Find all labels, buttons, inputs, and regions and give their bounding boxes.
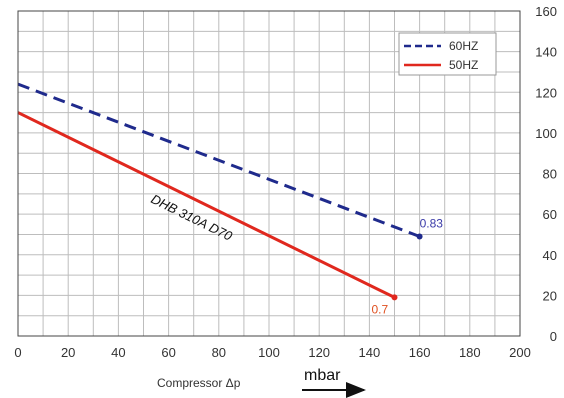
series-layer: 0.83 0.7 [17,82,444,316]
series-end-label: 0.7 [372,302,389,316]
x-tick-label: 120 [308,345,330,360]
y-tick-label: 20 [543,288,557,303]
x-axis-label: Compressor Δp [157,376,241,390]
series-line-60hz [17,82,421,238]
plot-frame [17,10,521,337]
x-axis-unit: mbar [304,367,341,384]
y-tick-label: 80 [543,167,557,182]
y-tick-label: 120 [535,85,557,100]
legend-label-50hz: 50HZ [449,58,478,72]
series-line-50hz [17,111,396,299]
legend: 60HZ 50HZ [398,32,497,76]
y-tick-label: 60 [543,207,557,222]
x-tick-label: 140 [359,345,381,360]
x-tick-label: 60 [161,345,175,360]
y-axis-ticks: 0 20 40 60 80 100 120 140 160 [535,4,557,344]
y-tick-label: 40 [543,248,557,263]
legend-box [398,32,497,76]
y-tick-label: 160 [535,4,557,19]
x-tick-label: 20 [61,345,75,360]
legend-label-60hz: 60HZ [449,39,478,53]
x-tick-label: 100 [258,345,280,360]
y-tick-label: 100 [535,126,557,141]
grid [18,11,520,336]
x-tick-label: 80 [212,345,226,360]
series-end-point [391,294,398,301]
x-tick-label: 0 [14,345,21,360]
y-tick-label: 0 [550,329,557,344]
x-tick-label: 180 [459,345,481,360]
series-end-label: 0.83 [420,216,444,230]
x-tick-label: 160 [409,345,431,360]
x-axis-ticks: 0 20 40 60 80 100 120 140 160 180 200 [14,345,530,360]
x-tick-label: 40 [111,345,125,360]
x-tick-label: 200 [509,345,531,360]
y-tick-label: 140 [535,45,557,60]
series-end-point [416,233,423,240]
